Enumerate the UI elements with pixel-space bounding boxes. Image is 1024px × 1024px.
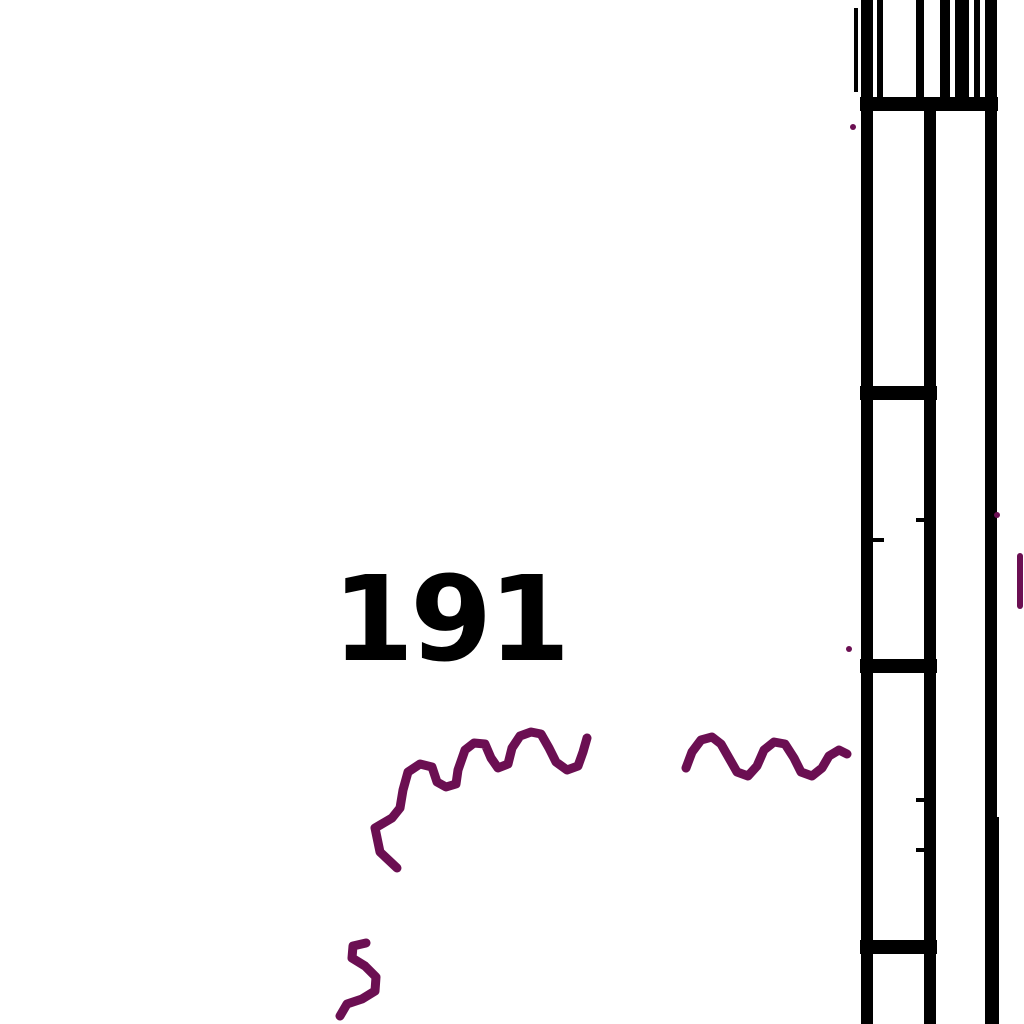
vertical-rail-structure bbox=[854, 0, 999, 1024]
squiggle-annotation-mark bbox=[335, 938, 381, 1021]
annotation-dot bbox=[994, 512, 1000, 518]
wavy-annotation-line-left bbox=[370, 727, 592, 873]
annotation-dot bbox=[850, 124, 856, 130]
annotation-dot bbox=[846, 646, 852, 652]
rail-detail-ticks bbox=[872, 518, 999, 1024]
rail-rungs bbox=[860, 97, 998, 954]
wavy-annotation-line-right bbox=[681, 732, 852, 781]
annotation-marks bbox=[335, 124, 1023, 1021]
rail-top-band bbox=[854, 0, 980, 107]
reference-label: 191 bbox=[332, 550, 566, 688]
